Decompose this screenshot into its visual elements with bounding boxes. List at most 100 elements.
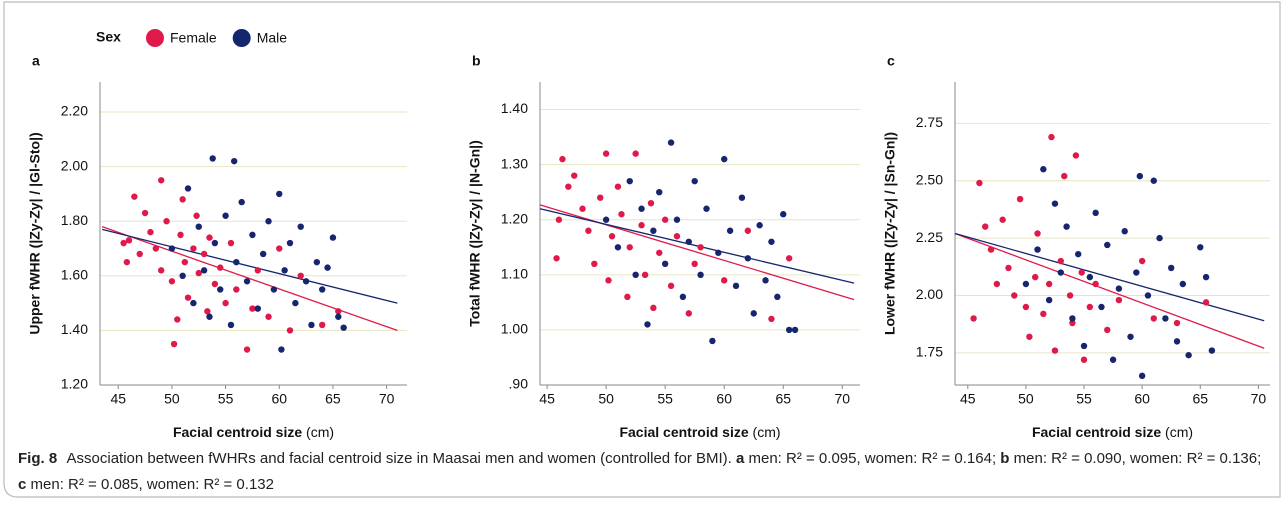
caption-panel-label: b <box>1000 450 1010 467</box>
data-point <box>1072 152 1080 159</box>
data-point <box>1034 246 1041 253</box>
data-point <box>157 177 165 184</box>
data-point <box>608 233 616 240</box>
x-axis-label-name: Facial centroid size <box>1032 424 1161 440</box>
data-point <box>726 227 734 234</box>
data-point <box>204 308 211 315</box>
data-point <box>1098 303 1105 311</box>
panel-label: c <box>887 53 895 69</box>
data-point <box>265 313 272 320</box>
data-point <box>774 293 781 301</box>
fit-line <box>101 228 398 304</box>
data-point <box>1063 223 1070 230</box>
data-point <box>1026 333 1033 340</box>
data-point <box>597 194 604 201</box>
data-point <box>1138 257 1146 265</box>
data-point <box>131 193 138 200</box>
data-point <box>179 196 186 203</box>
data-point <box>1092 209 1099 217</box>
x-axis-label-name: Facial centroid size <box>173 424 302 440</box>
data-point <box>641 271 649 279</box>
data-point <box>209 155 216 162</box>
legend-label: Female <box>170 30 217 46</box>
y-tick-label: 1.60 <box>61 267 88 283</box>
data-point <box>222 299 229 307</box>
data-point <box>614 183 622 190</box>
data-point <box>278 346 285 353</box>
y-tick-label: 1.20 <box>501 210 528 226</box>
data-point <box>1078 269 1085 276</box>
data-point <box>1115 296 1123 304</box>
data-point <box>605 277 612 284</box>
data-point <box>276 245 283 252</box>
data-point <box>632 150 639 157</box>
y-tick-label: 1.10 <box>501 266 528 282</box>
data-point <box>184 294 192 301</box>
x-tick-label: 65 <box>325 391 341 407</box>
data-point <box>286 239 294 247</box>
data-point <box>1167 264 1175 272</box>
data-point <box>585 227 592 234</box>
data-point <box>1202 273 1210 281</box>
y-tick-label: 1.80 <box>61 212 88 228</box>
data-point <box>335 308 342 315</box>
data-point <box>217 264 224 271</box>
data-point <box>1086 303 1094 311</box>
data-point <box>190 299 197 307</box>
data-point <box>661 216 669 223</box>
data-point <box>768 315 775 323</box>
data-point <box>638 205 645 212</box>
legend-swatch <box>232 29 251 47</box>
fit-line <box>954 232 1265 322</box>
data-point <box>200 250 208 258</box>
data-point <box>1051 200 1059 207</box>
data-point <box>579 205 586 212</box>
data-point <box>335 313 342 320</box>
data-point <box>1080 342 1088 350</box>
data-point <box>217 286 224 293</box>
data-point <box>1162 315 1169 322</box>
data-point <box>1115 285 1123 292</box>
figure-frame <box>3 1 1281 498</box>
data-point <box>703 205 710 212</box>
y-axis-label: Lower fWHR (|Zy-Zy| / |Sn-Gn|) <box>882 132 898 335</box>
data-point <box>152 245 160 252</box>
caption-stat: men: R² = 0.095, women: R² = 0.164; <box>748 450 997 467</box>
data-point <box>1173 319 1181 327</box>
data-point <box>230 157 238 165</box>
data-point <box>673 233 681 240</box>
data-point <box>227 239 235 247</box>
data-point <box>1138 372 1146 380</box>
data-point <box>1086 273 1094 281</box>
data-point <box>206 313 213 320</box>
data-point <box>270 286 278 293</box>
data-point <box>559 155 566 163</box>
data-point <box>697 244 704 251</box>
data-point <box>644 321 651 328</box>
x-tick-label: 70 <box>834 391 850 407</box>
data-point <box>785 255 793 262</box>
data-point <box>136 250 143 258</box>
data-point <box>715 249 722 256</box>
data-point <box>721 277 728 284</box>
data-point <box>673 216 681 223</box>
x-tick-label: 70 <box>1251 391 1267 407</box>
x-tick-label: 70 <box>379 391 395 407</box>
x-tick-label: 55 <box>1076 391 1092 407</box>
data-point <box>147 228 154 236</box>
x-tick-label: 60 <box>1134 391 1150 407</box>
data-point <box>709 337 716 345</box>
data-point <box>1156 234 1163 242</box>
x-tick-label: 65 <box>1192 391 1208 407</box>
caption-panel-label: c <box>18 476 27 493</box>
legend-swatch <box>146 29 164 47</box>
y-axis-label: Upper fWHR (|Zy-Zy| / |Gl-Sto|) <box>27 132 43 334</box>
data-point <box>656 188 663 196</box>
data-point <box>1057 257 1064 265</box>
data-point <box>168 245 176 252</box>
caption-stat: men: R² = 0.090, women: R² = 0.136; <box>1013 450 1262 467</box>
x-tick-label: 50 <box>164 391 180 407</box>
y-axis-label: Total fWHR (|Zy-Zy| / |N-Gn|) <box>467 140 483 327</box>
data-point <box>195 223 202 230</box>
data-point <box>281 267 288 274</box>
